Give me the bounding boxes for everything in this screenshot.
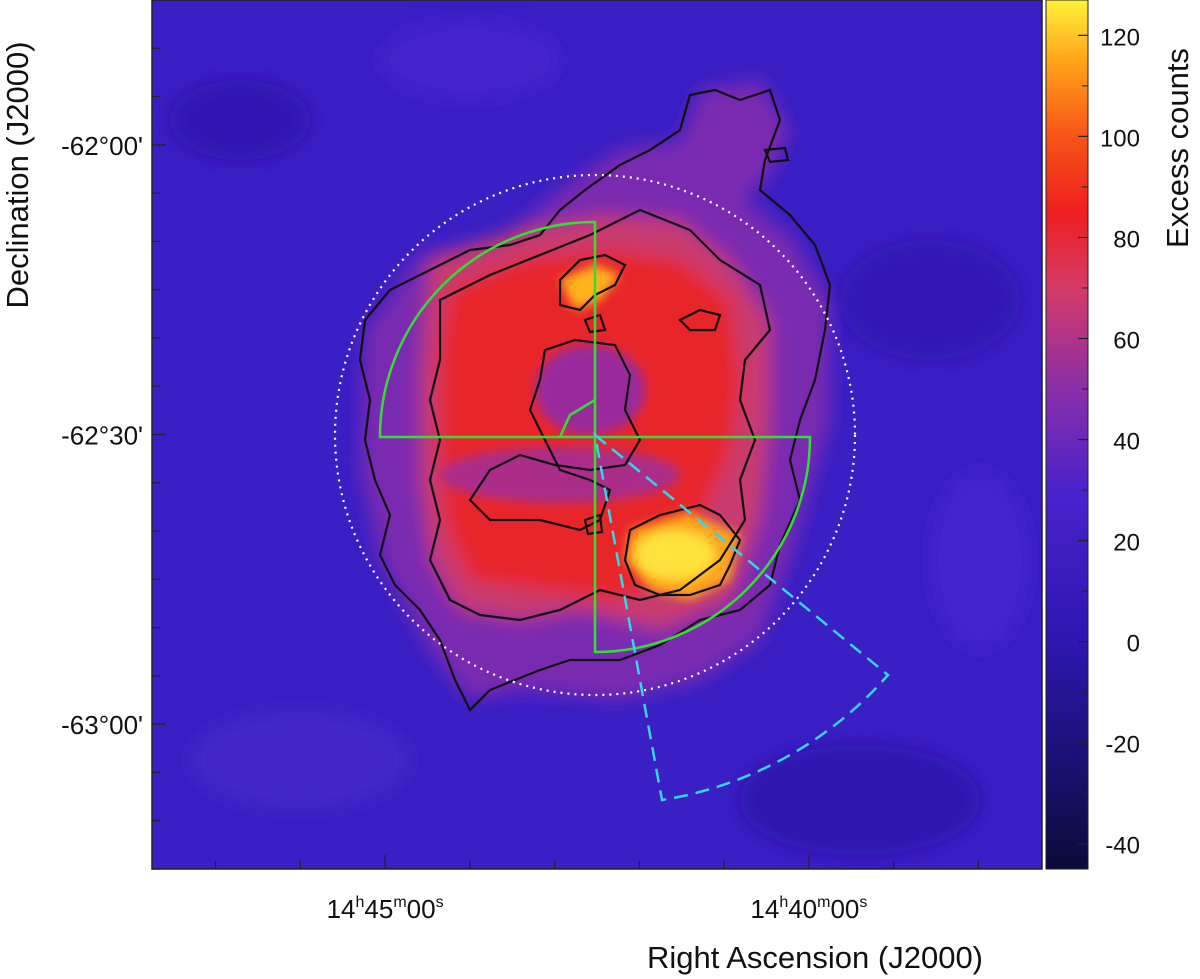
background-mottling [170, 20, 1030, 855]
colorbar-ticks: 120 100 80 60 40 20 0 -20 -40 [1078, 24, 1140, 860]
inner-cavity-contour [468, 338, 642, 532]
small-contour-3 [763, 146, 790, 164]
x-axis-title: Right Ascension (J2000) [647, 940, 983, 975]
x-axis-ticks: 14h45m00s 14h40m00s [214, 855, 980, 924]
colorbar-tick-label: 80 [1113, 226, 1140, 253]
central-cavity [440, 345, 680, 503]
colorbar-tick-label: 40 [1113, 429, 1140, 456]
colorbar-tick-label: 0 [1127, 631, 1140, 658]
y-tick-label: -62°00' [61, 131, 143, 161]
colorbar-tick-label: 60 [1113, 328, 1140, 355]
white-dotted-circle-region [333, 173, 857, 697]
x-tick-label: 14h40m00s [750, 894, 867, 924]
south-hotspot-contour [623, 503, 742, 597]
colorbar-scale [1046, 0, 1088, 869]
colorbar: 120 100 80 60 40 20 0 -20 -40 Excess counts [1045, 0, 1195, 870]
colorbar-tick-label: 100 [1100, 125, 1140, 152]
y-axis-title: Declination (J2000) [0, 41, 35, 308]
colorbar-tick-label: 120 [1100, 24, 1140, 51]
sky-map [152, 0, 1042, 869]
north-hotspot-contour [558, 253, 627, 312]
colorbar-tick-label: -20 [1105, 732, 1140, 759]
significance-contours [358, 88, 832, 712]
cyan-dashed-wedge-region [593, 431, 890, 802]
small-contour-1 [678, 308, 722, 332]
green-inner-arc [558, 398, 596, 438]
colorbar-title: Excess counts [1160, 48, 1195, 248]
mid-contour [428, 208, 772, 622]
outer-contour [358, 88, 832, 712]
y-tick-label: -63°00' [61, 710, 143, 740]
x-tick-label: 14h45m00s [327, 894, 444, 924]
colorbar-tick-label: 20 [1113, 530, 1140, 557]
hotspots [560, 265, 740, 600]
y-axis-ticks: -62°00' -62°30' -63°00' [61, 0, 166, 870]
green-quarter-north-east [378, 220, 597, 439]
y-tick-label: -62°30' [61, 421, 143, 451]
colorbar-frame [1045, 0, 1089, 870]
colorbar-tick-label: -40 [1105, 833, 1140, 860]
